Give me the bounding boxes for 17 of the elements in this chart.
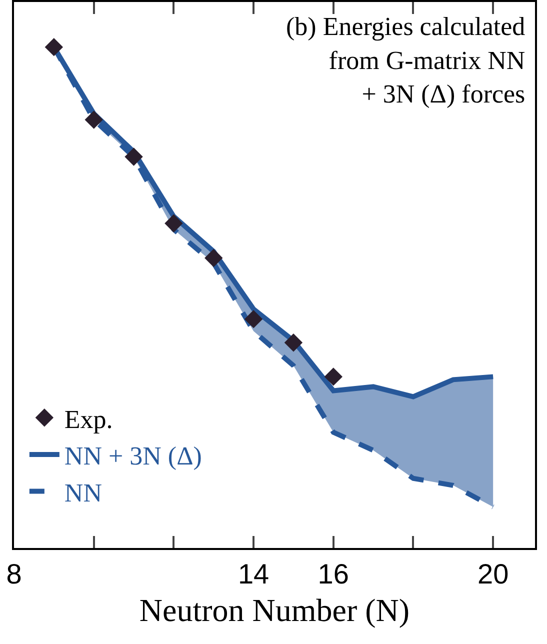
point [164,214,183,233]
point [284,334,303,352]
point [244,310,263,328]
x-tick-label: 16 [318,558,349,590]
point [324,368,342,386]
legend-label: Exp. [64,404,113,434]
x-tick-label: 8 [6,558,22,590]
point [44,38,64,56]
legend-label: NN [64,478,102,508]
x-tick-label: 20 [478,558,509,590]
x-tick-label: 14 [238,558,270,590]
point [84,110,103,129]
annotation: (b) Energies calculated from G-matrix NN + 3N (Δ) forces [286,12,526,109]
legend-label: NN + 3N (Δ) [64,442,202,471]
point [124,148,143,166]
x-axis-title: Neutron Number (N) [139,592,410,628]
point [204,248,223,268]
